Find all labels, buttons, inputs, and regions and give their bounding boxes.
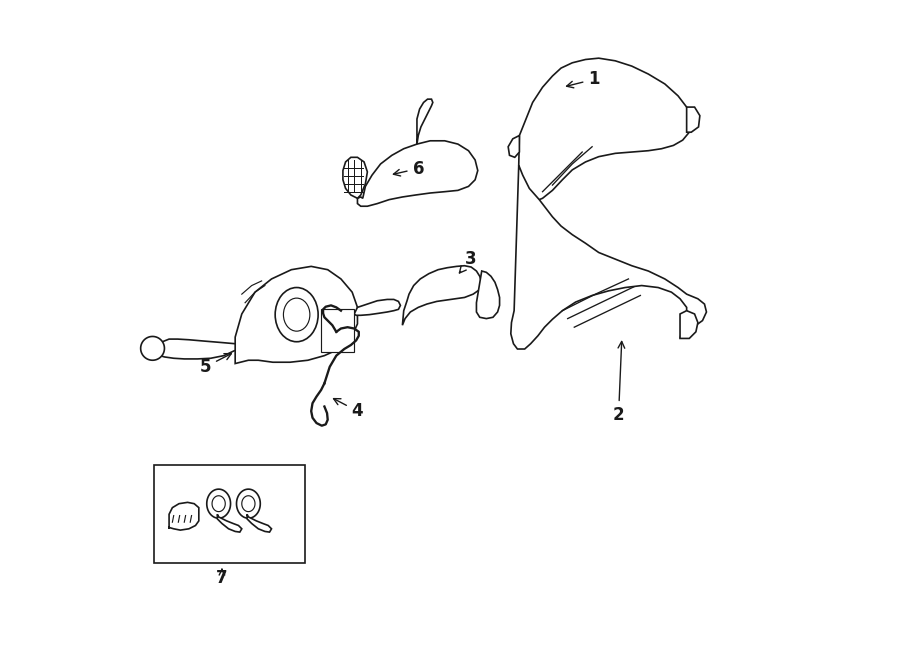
Polygon shape (687, 107, 700, 132)
Text: 2: 2 (613, 342, 625, 424)
FancyBboxPatch shape (321, 309, 355, 352)
Ellipse shape (275, 288, 318, 342)
Polygon shape (402, 266, 482, 325)
Polygon shape (357, 141, 478, 206)
Polygon shape (417, 99, 433, 144)
Text: 1: 1 (567, 70, 599, 89)
Polygon shape (237, 489, 260, 518)
Polygon shape (355, 299, 400, 315)
Polygon shape (248, 514, 272, 532)
Polygon shape (242, 496, 255, 512)
Text: 7: 7 (216, 569, 228, 588)
Ellipse shape (284, 298, 310, 331)
Polygon shape (511, 165, 706, 349)
Polygon shape (680, 311, 698, 338)
Polygon shape (156, 339, 235, 359)
Polygon shape (207, 489, 230, 518)
Polygon shape (217, 514, 242, 532)
Polygon shape (508, 136, 519, 157)
Polygon shape (212, 496, 225, 512)
Text: 3: 3 (459, 250, 477, 273)
Polygon shape (169, 502, 199, 530)
Text: 5: 5 (200, 354, 231, 376)
Text: 6: 6 (393, 159, 424, 178)
Polygon shape (343, 157, 367, 198)
Polygon shape (140, 336, 165, 360)
FancyBboxPatch shape (154, 465, 304, 563)
Polygon shape (476, 271, 500, 319)
Text: 4: 4 (334, 399, 364, 420)
Polygon shape (518, 58, 691, 202)
Polygon shape (235, 266, 357, 364)
